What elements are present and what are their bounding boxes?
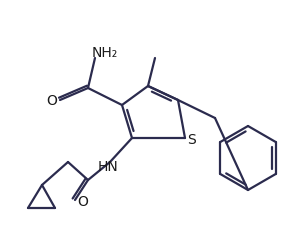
Text: HN: HN: [98, 160, 118, 174]
Text: NH₂: NH₂: [92, 46, 118, 60]
Text: O: O: [77, 195, 88, 209]
Text: S: S: [188, 133, 196, 147]
Text: O: O: [47, 94, 57, 108]
